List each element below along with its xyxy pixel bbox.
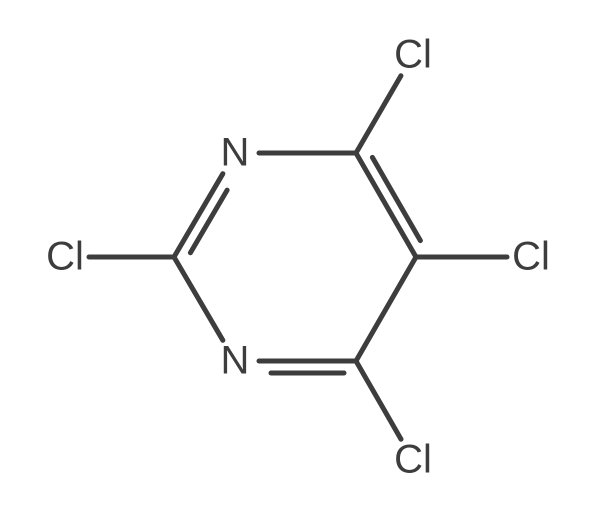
atom-cl4-label: Cl — [394, 438, 432, 483]
atom-cl2-label: Cl — [46, 235, 84, 280]
molecule-diagram: N N Cl Cl Cl Cl — [0, 0, 600, 514]
atom-cl5-label: Cl — [512, 235, 550, 280]
atom-cl6-label: Cl — [394, 33, 432, 78]
atom-n1-label: N — [221, 131, 250, 176]
atom-n3-label: N — [221, 339, 250, 384]
bond-layer — [0, 0, 600, 514]
